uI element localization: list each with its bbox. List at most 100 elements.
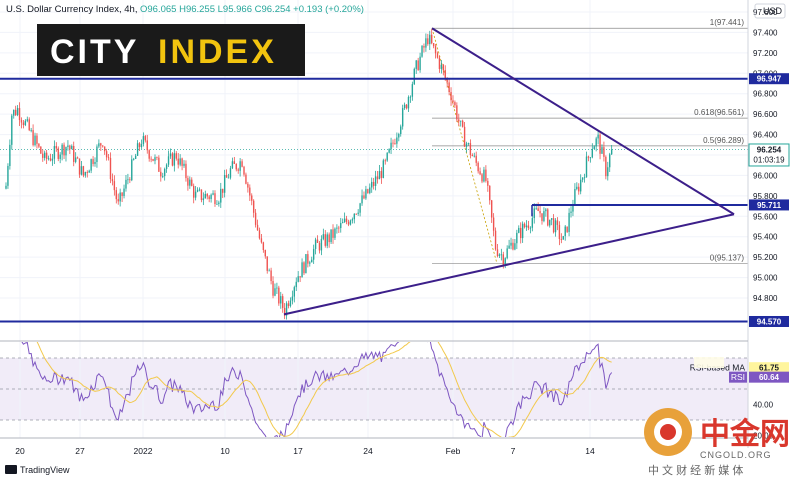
candle-body [237, 169, 239, 171]
price-tick-label: 97.200 [753, 49, 778, 58]
candle-body [82, 166, 85, 176]
candle-body [36, 135, 38, 144]
rsi-value-label: 60.64 [759, 373, 780, 382]
candle-body [247, 183, 249, 188]
candle-body [431, 34, 433, 44]
candle-body [502, 254, 504, 266]
candle-body [125, 179, 127, 189]
candle-body [380, 171, 383, 178]
candle-body [496, 249, 499, 256]
candle-body [473, 155, 475, 157]
candle-body [285, 303, 288, 316]
candle-body [527, 225, 530, 229]
candle-body [249, 187, 251, 196]
tradingview-footer[interactable]: TradingView [5, 465, 70, 475]
candle-body [142, 136, 145, 145]
candle-body [392, 142, 394, 144]
candle-body [305, 254, 307, 274]
candle-body [514, 243, 516, 250]
candle-body [9, 144, 11, 166]
candle-body [541, 213, 543, 222]
candle-body [465, 143, 468, 147]
rsi-legend-label: RSI [731, 372, 745, 382]
candle-body [401, 108, 404, 127]
candle-body [80, 166, 83, 175]
candle-body [167, 156, 170, 165]
candle-body [460, 120, 462, 122]
candle-body [71, 145, 73, 150]
candle-body [202, 198, 205, 201]
candle-body [245, 174, 247, 184]
candle-body [566, 226, 568, 232]
price-badge-label: 95.711 [757, 201, 782, 210]
candle-body [262, 242, 265, 251]
price-tick-label: 96.000 [753, 171, 778, 180]
candle-body [382, 160, 385, 178]
candle-body [210, 194, 212, 199]
candle-body [218, 202, 220, 204]
candle-body [581, 177, 584, 180]
candle-body [425, 38, 427, 48]
candle-body [357, 212, 359, 214]
cngold-slogan: 中 文 财 经 新 媒 体 [648, 463, 743, 477]
candle-body [328, 234, 330, 243]
candle-body [442, 64, 445, 71]
candle-body [49, 158, 52, 161]
candle-body [185, 163, 187, 179]
candle-body [593, 146, 595, 149]
candle-body [144, 136, 147, 141]
time-axis[interactable]: 20 27 2022 10 17 24 Feb 7 14 [15, 446, 595, 456]
candle-body [278, 287, 280, 304]
candle-body [251, 195, 253, 201]
candle-body [512, 242, 514, 250]
candle-body [578, 186, 580, 192]
tradingview-logo-icon [5, 465, 17, 474]
candle-body [282, 296, 284, 308]
candle-body [398, 134, 400, 138]
price-badge [749, 143, 789, 166]
candle-body [225, 175, 228, 178]
candle-body [22, 122, 25, 126]
candle-body [59, 154, 61, 159]
candle-body [562, 236, 564, 240]
candle-body [390, 142, 392, 150]
rsi-value-label: 61.75 [759, 364, 780, 373]
time-tick-label: 2022 [134, 446, 153, 456]
candle-body [463, 126, 466, 147]
candle-body [504, 258, 506, 266]
candle-body [272, 281, 274, 296]
candle-body [146, 140, 148, 151]
last-price-badge-border [748, 143, 790, 167]
candle-body [173, 153, 176, 166]
candle-body [280, 296, 282, 304]
candle-body [372, 181, 375, 186]
candle-body [409, 96, 412, 98]
candle-body [446, 78, 448, 83]
candle-body [256, 224, 259, 231]
symbol-title[interactable]: U.S. Dollar Currency Index, 4h, [6, 4, 137, 15]
candle-body [133, 158, 135, 160]
candle-body [258, 230, 261, 239]
fib-level-label: 0.5(96.289) [703, 136, 744, 145]
candle-body [450, 92, 452, 101]
candle-body [7, 165, 9, 186]
candle-body [212, 193, 214, 195]
candle-body [252, 200, 255, 213]
candle-body [299, 276, 301, 278]
price-badge-countdown: 01:03:19 [753, 155, 785, 164]
rsi-tick-label: 20.00 [753, 432, 774, 441]
candle-body [152, 159, 154, 161]
candle-body [485, 169, 487, 181]
candle-body [229, 168, 232, 178]
grid-lines [0, 0, 748, 438]
candle-body [103, 146, 106, 152]
candle-body [94, 162, 96, 164]
candle-body [187, 178, 189, 186]
candle-body [214, 193, 216, 205]
candle-body [487, 180, 489, 186]
candle-body [150, 158, 152, 160]
fib-level-label: 1(97.441) [710, 18, 745, 27]
